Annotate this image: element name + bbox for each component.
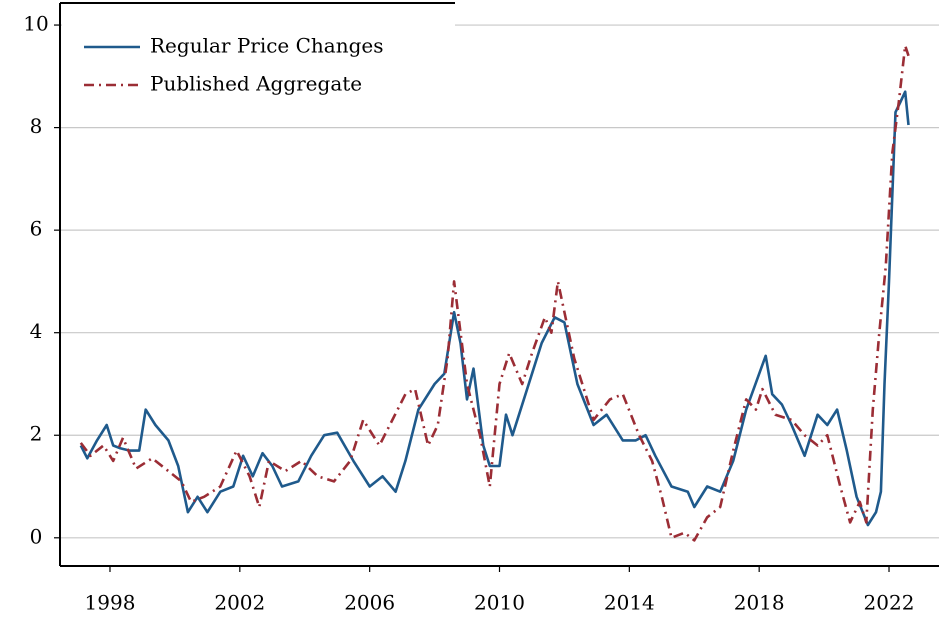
- y-tick-label: 0: [30, 524, 43, 548]
- x-tick-label: 2022: [864, 591, 915, 615]
- y-tick-label: 4: [30, 319, 43, 343]
- x-tick-label: 2002: [214, 591, 265, 615]
- series-line: [79, 44, 910, 542]
- y-tick-label: 10: [23, 12, 48, 36]
- legend-box: [62, 1, 455, 101]
- x-tick-label: 1998: [85, 591, 136, 615]
- y-tick-label: 6: [30, 217, 43, 241]
- legend-label: Published Aggregate: [150, 72, 362, 96]
- x-tick-label: 2010: [474, 591, 525, 615]
- x-tick-label: 2018: [734, 591, 785, 615]
- series-line: [79, 90, 910, 527]
- y-tick-label: 8: [30, 114, 43, 138]
- legend-label: Regular Price Changes: [150, 34, 384, 58]
- x-tick-label: 2014: [604, 591, 655, 615]
- y-tick-label: 2: [30, 422, 43, 446]
- x-tick-label: 2006: [344, 591, 395, 615]
